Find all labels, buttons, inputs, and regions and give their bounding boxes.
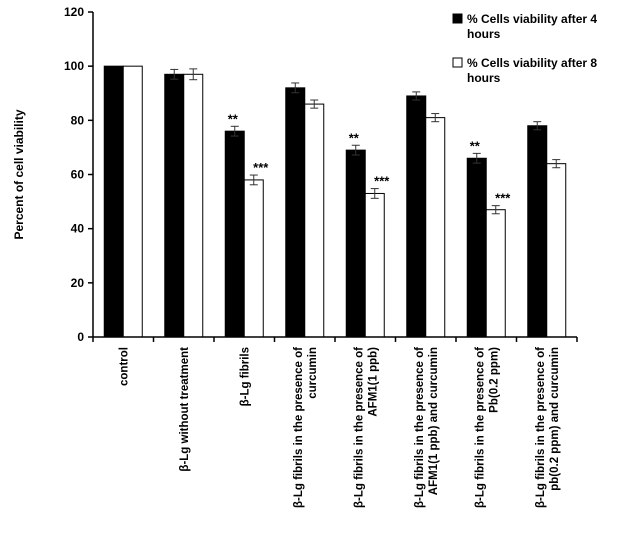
bar-series1-cat3: [224, 130, 245, 338]
y-tick-label-20: 20: [71, 276, 85, 290]
significance-mark-series1-cat7: **: [470, 138, 481, 153]
y-tick-label-60: 60: [71, 168, 85, 182]
bar-series2-cat3: [243, 179, 264, 338]
legend-label-line: hours: [467, 27, 501, 41]
y-tick-label-120: 120: [64, 5, 84, 19]
x-tick-label-line: curcumin: [307, 347, 319, 399]
x-tick-label-3: β-Lg fibrils: [239, 347, 251, 406]
bar-series2-cat5: [364, 192, 385, 338]
significance-mark-series2-cat7: ***: [495, 191, 511, 206]
y-tick-label-80: 80: [71, 113, 85, 127]
bar-series1-cat1: [103, 65, 124, 338]
bar-series2-cat7: [485, 209, 506, 338]
bar-series1-cat6: [406, 95, 427, 338]
legend: % Cells viability after 4 hours% Cells vi…: [452, 12, 597, 85]
x-tick-label-4: β-Lg fibrils in the presence of curcumin: [293, 347, 319, 508]
legend-swatch-series2: [452, 57, 463, 68]
bar-series2-cat8: [546, 163, 567, 338]
x-tick-label-5: β-Lg fibrils in the presence of AFM1(1 pp…: [353, 347, 379, 508]
x-tick-label-8: β-Lg fibrils in the presence of pb(0.2 pp…: [535, 347, 561, 508]
bar-series1-cat7: [466, 157, 487, 338]
bar-series1-cat5: [345, 149, 366, 338]
axes-layer: [88, 11, 578, 342]
x-tick-label-line: AFM1(1 ppb): [367, 347, 379, 417]
x-tick-label-7: β-Lg fibrils in the presence of Pb(0.2 pp…: [474, 347, 500, 508]
legend-label-series2: % Cells viability after 8 hours: [467, 56, 597, 85]
y-tick-label-100: 100: [64, 59, 84, 73]
x-tick-label-line: β-Lg fibrils: [239, 347, 251, 406]
x-tick-label-line: AFM1(1 ppb) and curcumin: [428, 347, 440, 495]
bar-series2-cat4: [304, 103, 325, 338]
bar-series1-cat2: [164, 73, 185, 338]
significance-mark-series1-cat3: **: [228, 111, 239, 126]
x-tick-label-line: β-Lg fibrils in the presence of: [414, 347, 426, 508]
bar-series2-cat1: [122, 65, 143, 338]
x-tick-label-line: Pb(0.2 ppm): [488, 347, 500, 413]
bar-series1-cat8: [527, 125, 548, 338]
y-tick-label-40: 40: [71, 222, 85, 236]
bars-layer: [103, 65, 567, 338]
x-tick-label-1: control: [118, 347, 130, 386]
x-tick-label-line: control: [118, 347, 130, 386]
error-bars-layer: [170, 68, 561, 215]
legend-label-line: hours: [467, 71, 501, 85]
significance-mark-series1-cat5: **: [349, 130, 360, 145]
legend-label-series1: % Cells viability after 4 hours: [467, 12, 597, 41]
legend-swatch-series1: [452, 13, 463, 24]
y-axis-label: Percent of cell viability: [12, 109, 26, 239]
significance-mark-series2-cat3: ***: [253, 160, 269, 175]
y-tick-label-0: 0: [77, 330, 84, 344]
x-tick-label-6: β-Lg fibrils in the presence of AFM1(1 pp…: [414, 347, 440, 508]
legend-label-line: % Cells viability after 8: [467, 56, 597, 70]
x-tick-label-line: β-Lg fibrils in the presence of: [474, 347, 486, 508]
x-tick-label-line: β-Lg fibrils in the presence of: [293, 347, 305, 508]
x-tick-label-line: β-Lg fibrils in the presence of: [353, 347, 365, 508]
x-tick-label-2: β-Lg without treatment: [179, 347, 191, 472]
bar-series2-cat2: [183, 73, 204, 338]
bar-series2-cat6: [425, 117, 446, 338]
x-tick-label-line: pb(0.2 ppm) and curcumin: [549, 347, 561, 491]
bar-series1-cat4: [285, 87, 306, 338]
x-tick-label-line: β-Lg fibrils in the presence of: [535, 347, 547, 508]
x-tick-label-line: β-Lg without treatment: [179, 347, 191, 472]
legend-label-line: % Cells viability after 4: [467, 12, 597, 26]
significance-mark-series2-cat5: ***: [374, 174, 390, 189]
